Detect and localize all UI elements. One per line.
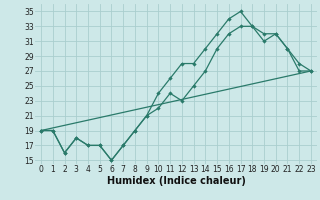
X-axis label: Humidex (Indice chaleur): Humidex (Indice chaleur) (107, 176, 245, 186)
